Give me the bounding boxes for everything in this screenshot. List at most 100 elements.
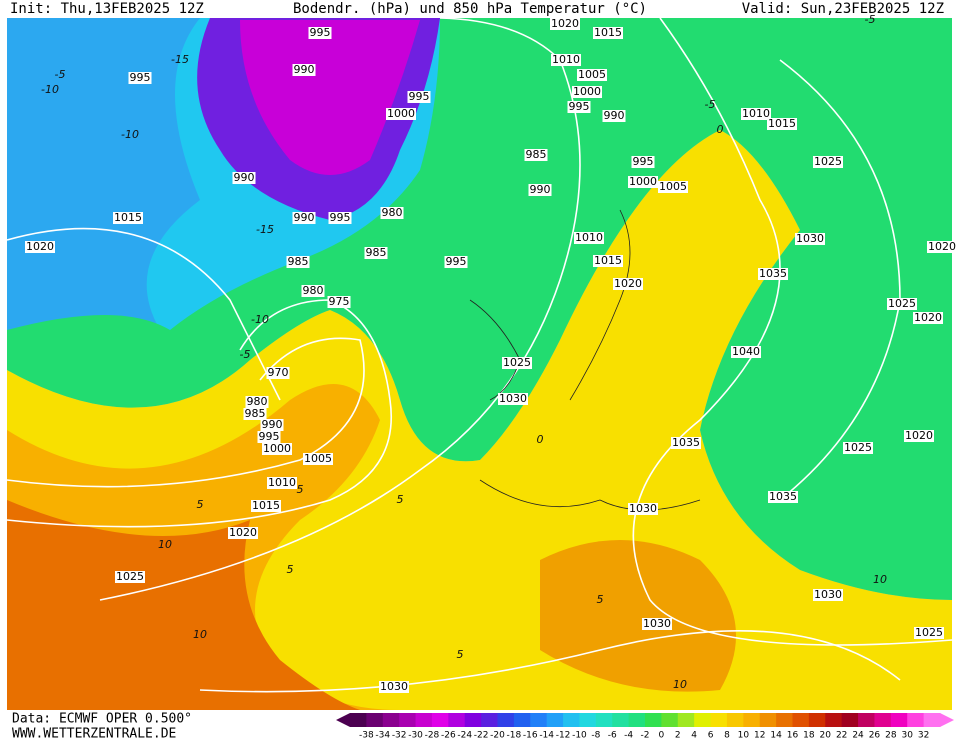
isobar-label-box — [658, 181, 688, 193]
isobar-label: 995 — [446, 255, 467, 268]
colorbar-tick-label: 4 — [691, 731, 697, 741]
colorbar-swatch — [890, 713, 908, 727]
isobar-label: 1025 — [915, 626, 943, 639]
isobar-label: 1005 — [304, 452, 332, 465]
isobar-label-box — [502, 357, 532, 369]
colorbar-swatch — [464, 713, 482, 727]
isobar-label-box — [128, 72, 152, 84]
temperature-label: -15 — [171, 53, 189, 66]
isobar-label-box — [301, 285, 325, 297]
temperature-label: 5 — [397, 493, 404, 506]
isobar-label: 1000 — [387, 107, 415, 120]
isobar-label-box — [574, 232, 604, 244]
isobar-label-box — [731, 346, 761, 358]
isobar-label-box — [257, 431, 281, 443]
init-time: Init: Thu,13FEB2025 12Z — [10, 1, 204, 17]
isobar-label-box — [243, 408, 267, 420]
isobar-label: 995 — [130, 71, 151, 84]
isobar-label: 1010 — [742, 107, 770, 120]
colorbar-tick-label: -32 — [392, 731, 407, 741]
colorbar-swatch — [645, 713, 662, 727]
isobar-label: 1025 — [844, 441, 872, 454]
isobar-label: 1010 — [552, 53, 580, 66]
isobar-label-box — [843, 442, 873, 454]
isobar-label-box — [628, 176, 658, 188]
isobar-label: 985 — [366, 246, 387, 259]
colorbar-swatch — [595, 713, 613, 727]
colorbar-tick-label: -24 — [457, 731, 472, 741]
colorbar: -38 -34 -32 -30 -28 -26 -24 -22 -20 -18 -16 -14 -12-… — [336, 713, 954, 741]
colorbar-tick-label: 14 — [770, 731, 782, 741]
isobar-line — [6, 227, 281, 401]
temperature-label: -10 — [251, 313, 269, 326]
colorbar-tick-label: 10 — [738, 731, 750, 741]
isobar-label-box — [628, 503, 658, 515]
isobar-label: 975 — [329, 295, 350, 308]
isobar-label-box — [407, 91, 431, 103]
isobar-label: 985 — [288, 255, 309, 268]
isobar-label-box — [245, 396, 269, 408]
isobar-label-box — [228, 527, 258, 539]
colorbar-swatch — [382, 713, 400, 727]
colorbar-tick-label: 30 — [901, 731, 913, 741]
isobar-label-box — [795, 233, 825, 245]
isobar-label-box — [813, 156, 843, 168]
isobar-label: 1035 — [672, 436, 700, 449]
isobar-label: 1035 — [769, 490, 797, 503]
map — [6, 17, 953, 710]
isobar-label: 995 — [569, 100, 590, 113]
colorbar-swatch — [792, 713, 810, 727]
isobar-label: 1000 — [573, 85, 601, 98]
colorbar-swatch — [481, 713, 498, 727]
colorbar-swatch — [874, 713, 892, 727]
colorbar-swatch — [759, 713, 777, 727]
isobar-label-box — [524, 149, 548, 161]
isobar-label-box — [327, 296, 351, 308]
isobar-label: 1005 — [578, 68, 606, 81]
colorbar-swatch — [350, 713, 367, 727]
colorbar-swatch — [530, 713, 548, 727]
isobar-label: 1030 — [643, 617, 671, 630]
isobar-label-box — [593, 27, 623, 39]
isobar-label: 1015 — [594, 254, 622, 267]
colorbar-tick-label: 28 — [885, 731, 897, 741]
isobar-label: 1015 — [252, 499, 280, 512]
colorbar-swatch — [497, 713, 515, 727]
colorbar-swatch — [808, 713, 826, 727]
isobar-label-box — [593, 255, 623, 267]
valid-time: Valid: Sun,23FEB2025 12Z — [742, 1, 944, 17]
isobar-label-box — [251, 500, 281, 512]
colorbar-swatch — [776, 713, 793, 727]
cold-region — [7, 18, 200, 370]
temperature-label: 5 — [597, 593, 604, 606]
isobar-label: 1030 — [629, 502, 657, 515]
colorbar-swatch — [563, 713, 580, 727]
isobar-label: 1015 — [768, 117, 796, 130]
coldest-region — [240, 20, 420, 175]
colorbar-swatch — [546, 713, 564, 727]
temperature-label: -5 — [865, 13, 876, 26]
colorbar-tick-label: 24 — [852, 731, 864, 741]
isobar-label: 995 — [310, 26, 331, 39]
isobar-label-box — [328, 212, 352, 224]
colorbar-tick-label: -12 — [556, 731, 571, 741]
isobar-label: 980 — [382, 206, 403, 219]
isobar-label-box — [303, 453, 333, 465]
isobar-label: 985 — [526, 148, 547, 161]
temperature-label: -5 — [55, 68, 66, 81]
isobar-label-box — [260, 419, 284, 431]
colorbar-tick-label: 16 — [787, 731, 799, 741]
isobar-label: 1025 — [116, 570, 144, 583]
map-title: Bodendr. (hPa) und 850 hPa Temperatur (°… — [293, 1, 647, 17]
isobar-label-box — [262, 443, 292, 455]
isobar-label: 1020 — [26, 240, 54, 253]
isobar-label: 1020 — [614, 277, 642, 290]
temperature-label: -10 — [121, 128, 139, 141]
isobar-label: 1025 — [888, 297, 916, 310]
colorbar-tick-label: -34 — [375, 731, 390, 741]
isobar-label: 1040 — [732, 345, 760, 358]
colorbar-tick-label: 26 — [869, 731, 881, 741]
colorbar-swatch — [612, 713, 630, 727]
isobar-label: 1025 — [814, 155, 842, 168]
